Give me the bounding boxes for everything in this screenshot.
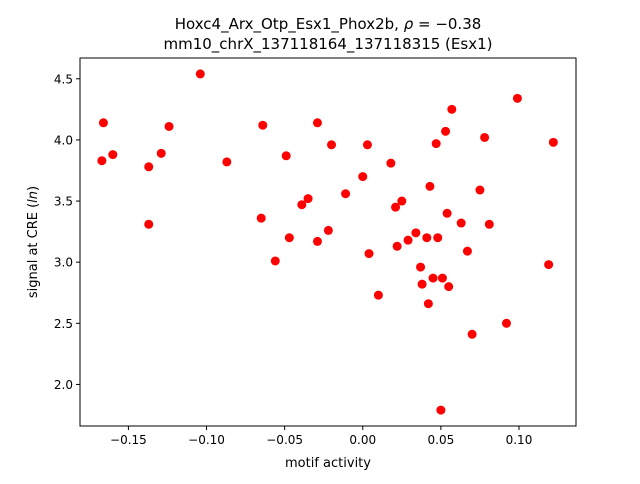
data-point [312, 118, 322, 128]
x-tick-label: −0.10 [188, 433, 225, 447]
data-point [425, 181, 435, 191]
data-point [391, 202, 401, 212]
data-point [480, 132, 490, 142]
data-point [256, 213, 266, 223]
data-point [475, 185, 485, 195]
x-axis-label: motif activity [285, 456, 371, 471]
data-point [422, 233, 432, 243]
data-point [281, 151, 291, 161]
data-point [441, 126, 451, 136]
data-point [548, 137, 558, 147]
y-tick-label: 4.0 [54, 133, 73, 147]
data-point [164, 121, 174, 131]
data-point [447, 104, 457, 114]
y-axis: 2.0 2.5 3.0 3.5 4.0 4.5 [54, 72, 80, 392]
x-tick-label: 0.05 [428, 433, 455, 447]
y-tick-label: 2.0 [54, 378, 73, 392]
data-point [428, 273, 438, 283]
y-tick-label: 4.5 [54, 72, 73, 86]
data-point [144, 219, 154, 229]
chart-title-line1: Hoxc4_Arx_Otp_Esx1_Phox2b, ρ = −0.38 [175, 15, 482, 34]
x-tick-label: 0.10 [506, 433, 533, 447]
data-point [431, 139, 441, 149]
data-point [323, 225, 333, 235]
data-point [312, 236, 322, 246]
data-point [97, 156, 107, 166]
plot-frame [79, 57, 577, 427]
y-axis-label: signal at CRE (ln) [26, 186, 41, 298]
x-tick-label: 0.00 [349, 433, 376, 447]
y-tick-label: 2.5 [54, 317, 73, 331]
data-point [327, 140, 337, 150]
data-point [144, 162, 154, 172]
data-point [270, 256, 280, 266]
data-point [195, 69, 205, 79]
data-point [358, 172, 368, 182]
data-point [362, 140, 372, 150]
data-point [341, 189, 351, 199]
data-point [98, 118, 108, 128]
data-point [512, 93, 522, 103]
data-point [484, 219, 494, 229]
data-point [442, 208, 452, 218]
data-point [423, 299, 433, 309]
data-point [303, 194, 313, 204]
data-points [97, 69, 558, 415]
data-point [436, 405, 446, 415]
data-point [462, 246, 472, 256]
data-point [386, 158, 396, 168]
data-point [222, 157, 232, 167]
y-tick-label: 3.5 [54, 195, 73, 209]
chart-title-line2: mm10_chrX_137118164_137118315 (Esx1) [164, 35, 493, 54]
data-point [456, 218, 466, 228]
data-point [373, 290, 383, 300]
data-point [417, 279, 427, 289]
data-point [397, 196, 407, 206]
data-point [437, 273, 447, 283]
data-point [108, 150, 118, 160]
x-tick-label: −0.05 [266, 433, 303, 447]
data-point [392, 241, 402, 251]
data-point [364, 249, 374, 259]
y-tick-label: 3.0 [54, 256, 73, 270]
data-point [156, 148, 166, 158]
data-point [258, 120, 268, 130]
data-point [433, 233, 443, 243]
data-point [444, 282, 454, 292]
x-tick-label: −0.15 [110, 433, 147, 447]
data-point [501, 318, 511, 328]
data-point [411, 228, 421, 238]
data-point [297, 200, 307, 210]
data-point [544, 260, 554, 270]
data-point [403, 235, 413, 245]
data-point [416, 262, 426, 272]
data-point [467, 329, 477, 339]
x-axis: −0.15 −0.10 −0.05 0.00 0.05 0.10 [110, 426, 532, 447]
data-point [284, 233, 294, 243]
